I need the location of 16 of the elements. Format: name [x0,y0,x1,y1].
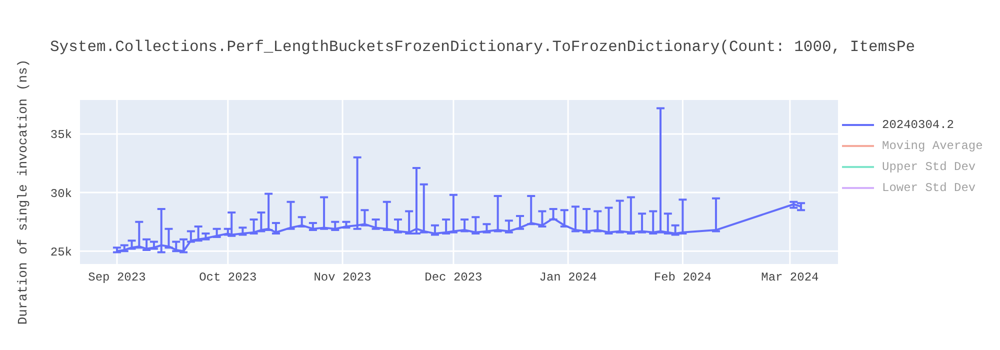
y-axis-title: Duration of single invocation (ns) [16,59,30,325]
x-tick-label: Dec 2023 [424,270,482,285]
legend-label: Moving Average [882,138,983,152]
legend-label: Upper Std Dev [882,160,976,174]
x-tick-label: Mar 2024 [761,270,819,285]
x-tick-label: Sep 2023 [88,270,146,285]
x-tick-label: Nov 2023 [314,270,372,285]
legend-label: 20240304.2 [882,118,954,132]
x-tick-label: Oct 2023 [199,270,257,285]
y-tick-label: 30k [50,186,72,201]
y-tick-label: 35k [50,128,72,142]
x-tick-label: Jan 2024 [539,270,597,285]
y-tick-label: 25k [50,245,72,260]
chart-title: System.Collections.Perf_LengthBucketsFrozenDictionary.ToFrozenDictionary(Count: 1000, ItemsPe [50,38,916,56]
legend-label: Lower Std Dev [882,180,976,194]
x-tick-label: Feb 2024 [654,270,712,285]
